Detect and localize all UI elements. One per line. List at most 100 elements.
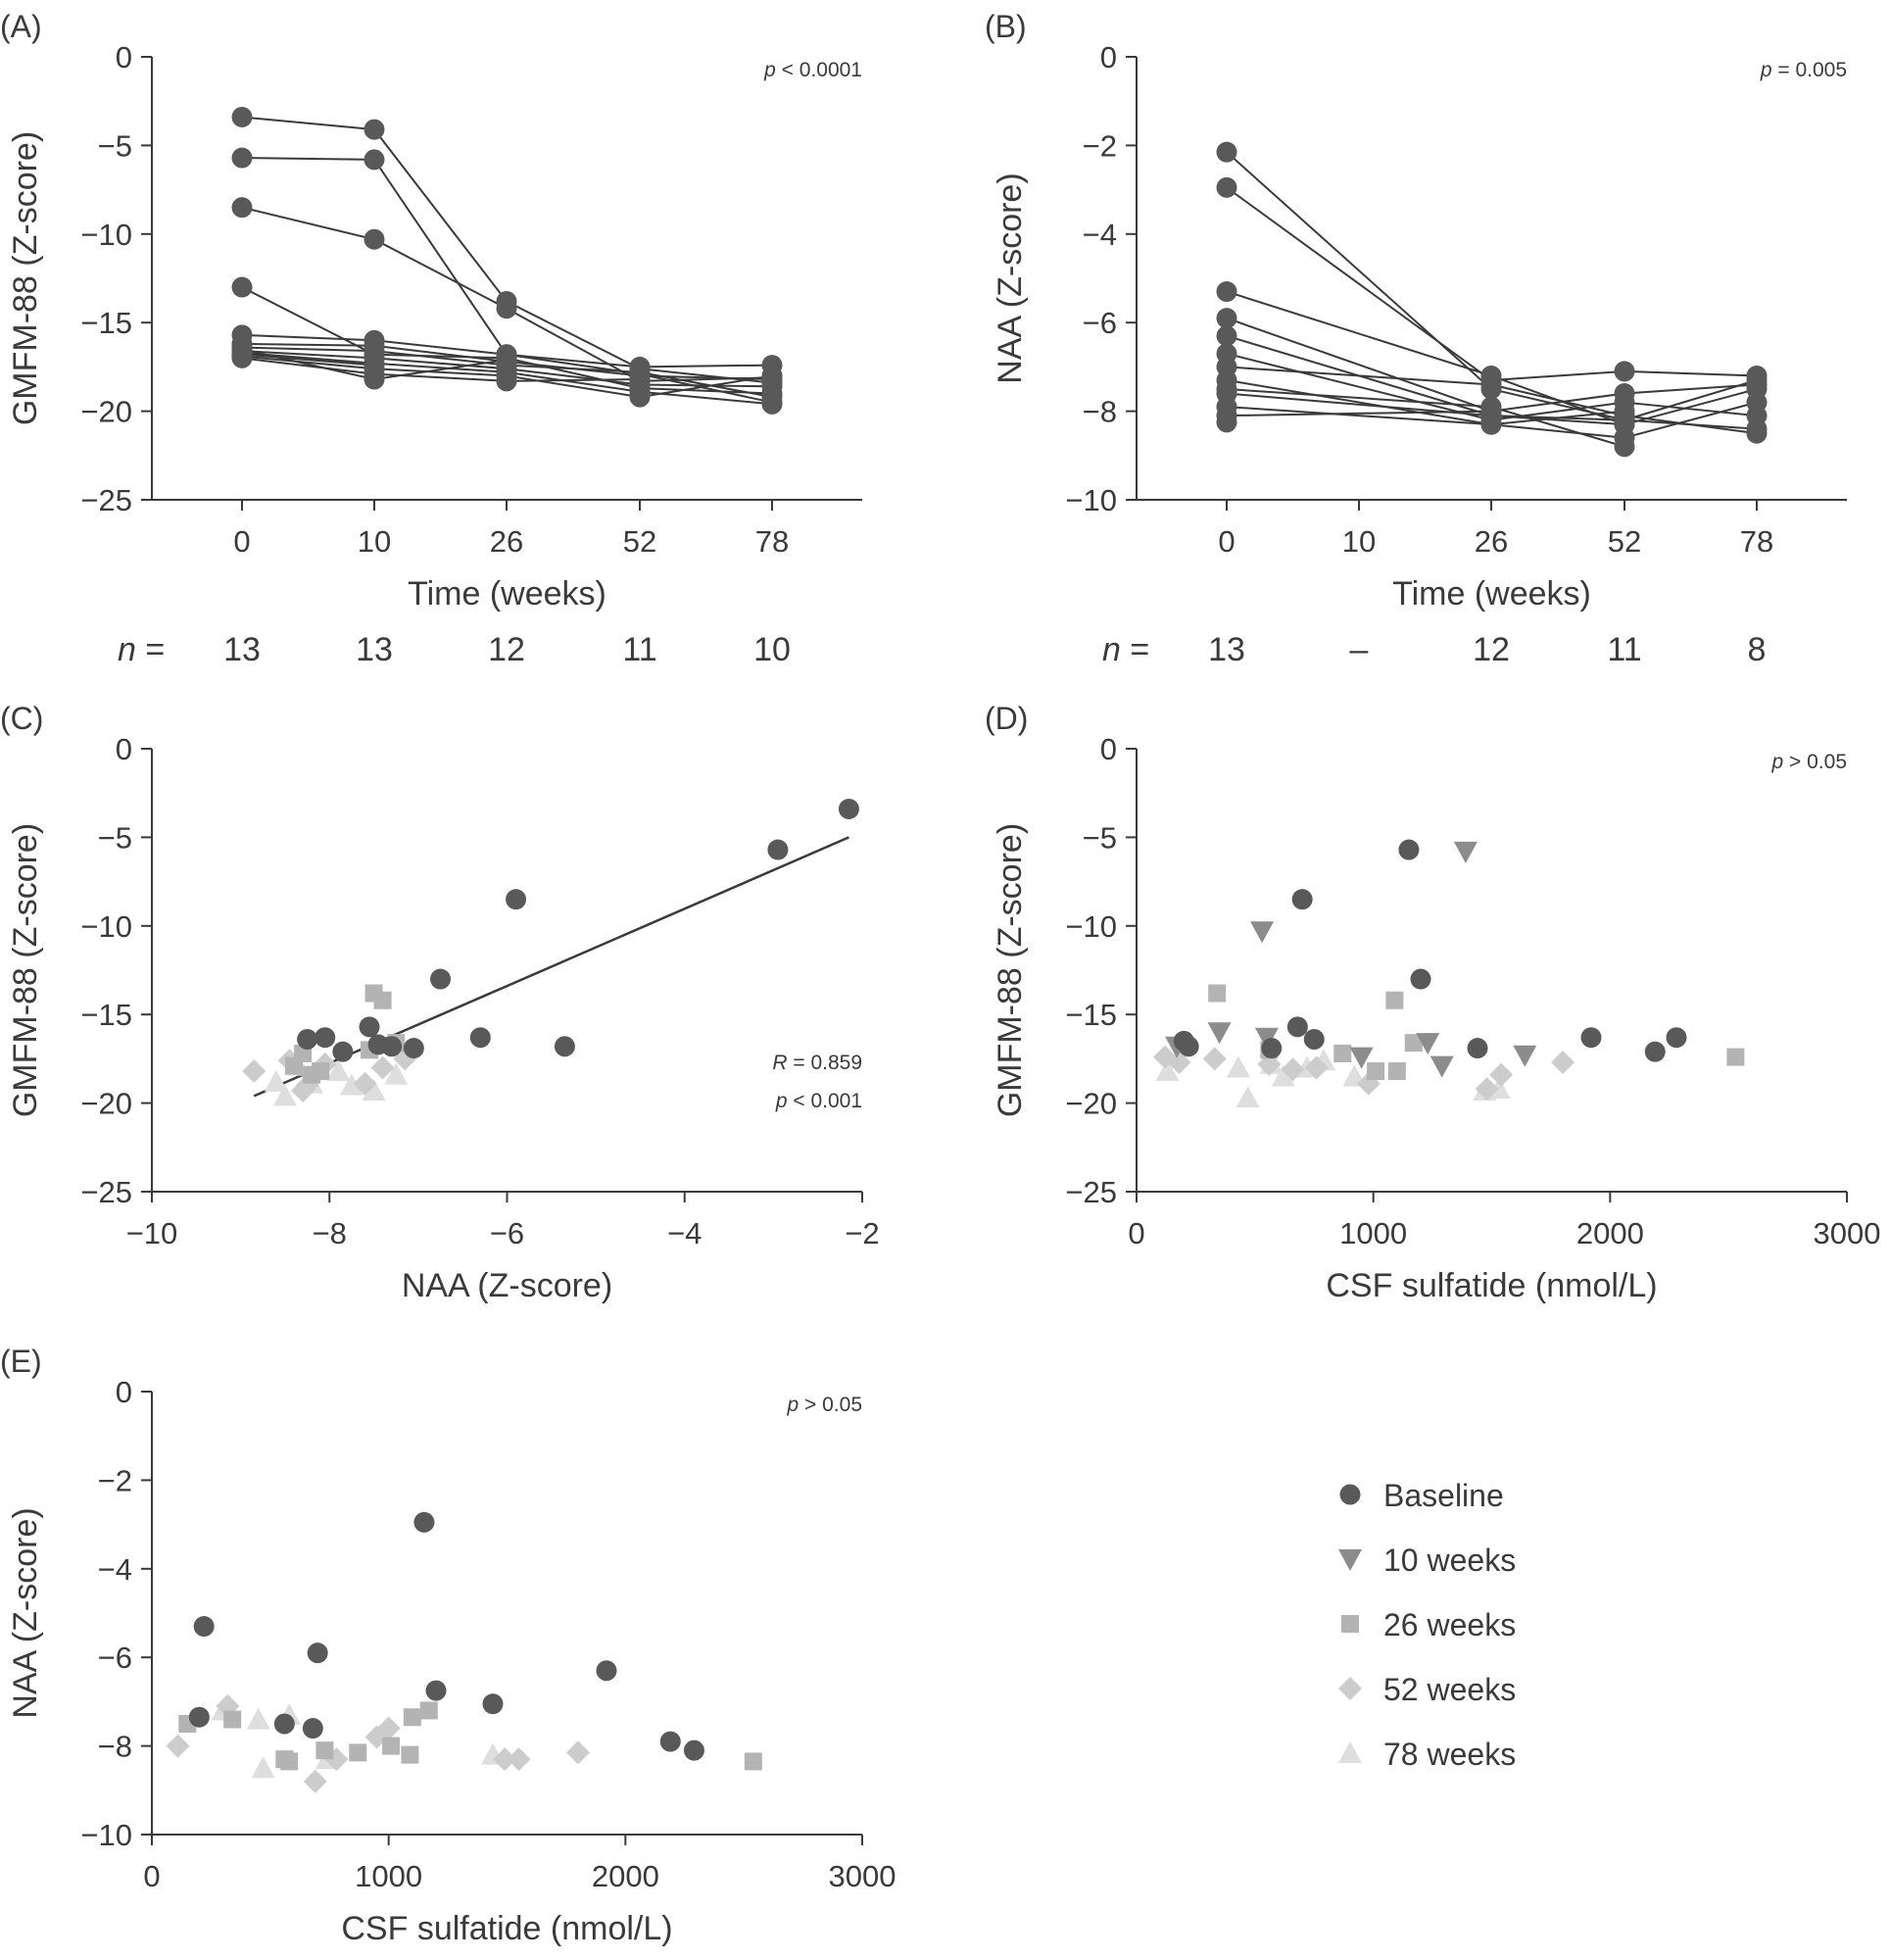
data-point-baseline — [332, 1041, 354, 1062]
x-tick-label: 0 — [1128, 1216, 1144, 1250]
data-point-w52 — [493, 1747, 517, 1772]
subject-trajectory-segment — [1226, 290, 1492, 377]
data-point — [1746, 392, 1768, 414]
data-point-w78 — [362, 1078, 386, 1101]
y-tick-label: −20 — [80, 395, 132, 429]
data-point-w10 — [1207, 1022, 1232, 1045]
data-point-baseline — [1178, 1036, 1199, 1057]
x-axis-title: CSF sulfatide (nmol/L) — [1326, 1267, 1657, 1304]
y-tick-label: −15 — [80, 306, 132, 340]
x-axis-title: Time (weeks) — [1392, 575, 1591, 612]
x-tick-label: 78 — [755, 524, 789, 559]
subject-trajectory-segment — [1226, 352, 1492, 421]
data-point-baseline — [359, 1016, 380, 1038]
x-tick-label: 0 — [143, 1859, 160, 1893]
data-point-w52 — [1167, 1051, 1191, 1075]
data-point-w52 — [1281, 1057, 1305, 1082]
legend-label: Baseline — [1383, 1478, 1504, 1513]
x-tick-label: 2000 — [592, 1859, 659, 1893]
data-point-baseline — [430, 968, 452, 990]
data-point-baseline — [1410, 968, 1431, 990]
x-tick-label: −10 — [126, 1216, 178, 1250]
legend-marker-baseline — [1339, 1484, 1361, 1505]
subject-trajectory-segment — [241, 346, 375, 353]
data-point-w52 — [353, 1071, 377, 1096]
subject-trajectory-segment — [1490, 392, 1625, 413]
y-axis-title: NAA (Z-score) — [992, 172, 1029, 383]
data-point-w10 — [1430, 1055, 1454, 1078]
n-value: 11 — [622, 631, 656, 668]
data-point-baseline — [297, 1029, 318, 1051]
data-point-w26 — [285, 1056, 303, 1075]
data-point — [761, 393, 783, 415]
y-tick-label: −10 — [80, 909, 132, 944]
subject-trajectory-segment — [241, 116, 375, 131]
x-tick-label: 2000 — [1576, 1216, 1644, 1250]
data-point-w78 — [1271, 1064, 1295, 1087]
legend-marker-w26 — [1341, 1615, 1359, 1633]
data-point-w78 — [1155, 1059, 1180, 1082]
y-tick-label: −4 — [98, 1552, 132, 1587]
x-tick-label: 1000 — [355, 1859, 422, 1893]
y-tick-label: −5 — [1083, 820, 1117, 855]
data-point-w52 — [1489, 1062, 1514, 1087]
data-point-w52 — [370, 1055, 395, 1080]
x-tick-label: 3000 — [1814, 1216, 1881, 1250]
data-point-w10 — [1349, 1047, 1374, 1069]
r-value-annotation: R = 0.859 — [772, 1052, 862, 1074]
data-point-w52 — [303, 1769, 327, 1793]
subject-trajectory-segment — [506, 378, 641, 382]
subject-trajectory-segment — [373, 128, 508, 303]
y-tick-label: −10 — [1065, 483, 1117, 517]
legend-label: 10 weeks — [1383, 1543, 1516, 1578]
data-point-baseline — [273, 1713, 295, 1735]
data-point-baseline — [307, 1642, 328, 1664]
data-point — [1216, 176, 1237, 198]
subject-trajectory-segment — [1226, 410, 1492, 417]
subject-trajectory-segment — [241, 357, 375, 375]
panel-b: (B) 0 −2 −4 −6 −8 −10 NAA (Z-score) 0 10 26 52 78 Tim… — [985, 9, 1847, 668]
data-point-w26 — [1385, 991, 1404, 1009]
data-point-baseline — [403, 1038, 424, 1059]
panel-label: (D) — [985, 701, 1028, 736]
data-point-w52 — [1551, 1051, 1575, 1075]
legend-label: 26 weeks — [1383, 1607, 1516, 1642]
data-point — [1216, 141, 1237, 163]
data-point — [231, 147, 253, 169]
n-value: 13 — [356, 631, 393, 668]
subject-trajectory-segment — [241, 333, 375, 342]
data-point — [363, 368, 385, 390]
data-point-w78 — [326, 1059, 351, 1082]
n-value: 12 — [488, 631, 525, 668]
y-tick-label: 0 — [116, 1375, 132, 1409]
y-tick-label: −6 — [1083, 306, 1117, 340]
panel-label: (A) — [0, 9, 42, 44]
subject-trajectory-segment — [1490, 406, 1625, 448]
x-tick-label: 52 — [623, 524, 656, 559]
n-row-label: n = — [1102, 631, 1149, 668]
subject-trajectory-segment — [1226, 317, 1492, 413]
y-tick-label: −5 — [98, 820, 132, 855]
data-point-w26 — [315, 1741, 334, 1760]
subject-trajectory-segment — [1226, 378, 1492, 426]
data-point-w26 — [1333, 1044, 1352, 1062]
data-point-w26 — [1367, 1062, 1385, 1081]
subject-trajectory-segment — [506, 368, 641, 386]
data-point — [1216, 325, 1237, 347]
data-point — [363, 228, 385, 250]
data-point-w52 — [291, 1078, 315, 1102]
x-tick-label: 26 — [490, 524, 523, 559]
subject-trajectory-segment — [241, 157, 375, 161]
x-tick-label: −8 — [313, 1216, 347, 1250]
n-value: – — [1350, 631, 1369, 668]
legend-marker-w52 — [1338, 1677, 1362, 1700]
data-point-w78 — [1226, 1055, 1250, 1078]
data-point-baseline — [1467, 1038, 1488, 1059]
data-point-baseline — [302, 1718, 323, 1740]
y-tick-label: −15 — [1065, 998, 1117, 1032]
subject-trajectory-segment — [1490, 415, 1625, 426]
data-point — [1216, 308, 1237, 329]
y-tick-label: −20 — [1065, 1087, 1117, 1121]
y-tick-label: −8 — [1083, 395, 1117, 429]
y-tick-label: −25 — [80, 1175, 132, 1209]
